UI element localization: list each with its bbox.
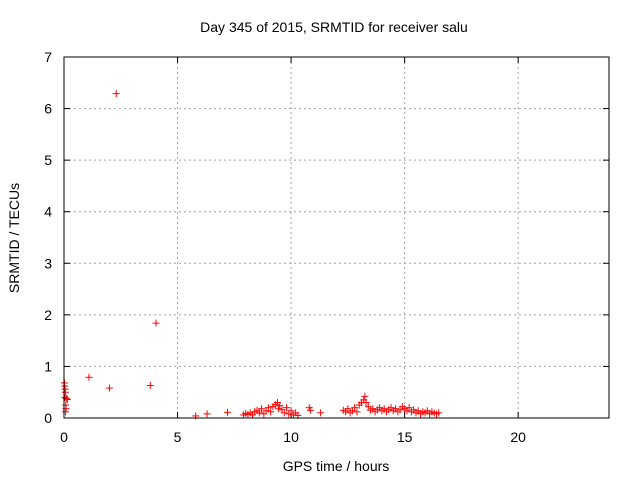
data-point: [317, 409, 325, 417]
data-point: [224, 408, 231, 416]
data-point: [85, 373, 93, 381]
data-point: [405, 404, 413, 412]
grid-lines: [64, 57, 609, 418]
x-tick-label: 15: [397, 429, 413, 445]
y-tick-label: 7: [44, 49, 52, 65]
data-point: [258, 405, 266, 413]
y-tick-label: 4: [44, 204, 52, 220]
data-point: [112, 90, 120, 98]
y-tick-label: 3: [44, 255, 52, 271]
data-points: [60, 90, 443, 420]
data-point: [287, 407, 295, 415]
x-tick-label: 10: [283, 429, 299, 445]
data-point: [276, 402, 284, 410]
y-axis-label: SRMTID / TECUs: [6, 183, 22, 293]
y-tick-labels: 0 1 2 3 4 5 6 7: [44, 49, 52, 426]
y-tick-label: 6: [44, 101, 52, 117]
data-point: [63, 395, 71, 403]
x-tick-label: 5: [174, 429, 182, 445]
data-point: [152, 319, 160, 327]
y-tick-label: 1: [44, 358, 52, 374]
x-tick-label: 0: [60, 429, 68, 445]
data-point: [364, 403, 372, 411]
x-tick-labels: 0 5 10 15 20: [60, 429, 526, 445]
data-point: [275, 405, 283, 413]
y-tick-label: 0: [44, 410, 52, 426]
plot-frame: [63, 56, 610, 419]
data-point: [267, 408, 275, 416]
y-tick-label: 5: [44, 152, 52, 168]
axis-ticks: [63, 56, 609, 419]
data-point: [351, 404, 359, 412]
data-point: [435, 409, 443, 417]
data-point: [362, 399, 370, 407]
data-point: [353, 408, 361, 416]
data-point: [146, 382, 154, 390]
data-point: [344, 405, 352, 413]
data-point: [264, 404, 272, 412]
x-tick-label: 20: [510, 429, 526, 445]
data-point: [255, 409, 263, 417]
data-point: [203, 410, 211, 418]
y-tick-label: 2: [44, 307, 52, 323]
data-point: [283, 404, 291, 412]
data-point: [62, 408, 70, 416]
data-point: [280, 409, 288, 417]
x-axis-label: GPS time / hours: [283, 458, 390, 474]
data-point: [361, 392, 369, 400]
chart-title: Day 345 of 2015, SRMTID for receiver sal…: [200, 19, 468, 35]
data-point: [105, 384, 113, 392]
data-point: [306, 406, 314, 414]
